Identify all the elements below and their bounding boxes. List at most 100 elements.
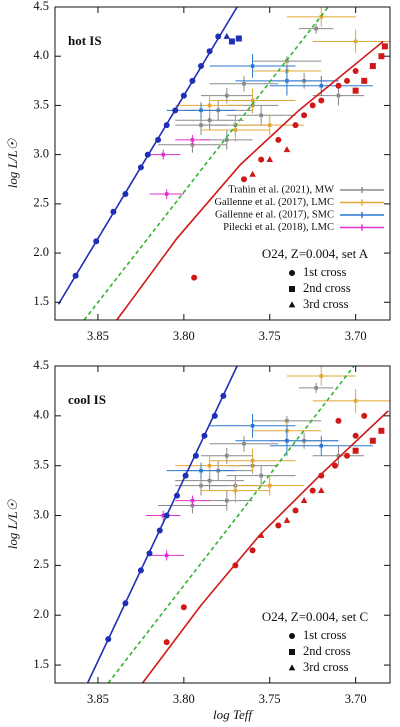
observation — [336, 453, 341, 458]
model-point — [223, 32, 231, 39]
model-point — [289, 270, 295, 276]
model-point — [283, 146, 291, 153]
observation — [161, 513, 166, 518]
y-tick-label: 1.5 — [33, 294, 49, 308]
observation — [242, 81, 246, 86]
model-point — [249, 547, 256, 554]
model-point — [361, 412, 368, 419]
model-point — [352, 447, 359, 454]
x-tick-label: 3.70 — [345, 692, 367, 706]
model-line — [86, 366, 238, 683]
legend-label: 1st cross — [303, 265, 347, 279]
model-point — [335, 82, 342, 89]
observation — [190, 142, 195, 147]
model-label: O24, Z=0.004, set C — [262, 609, 368, 624]
model-point — [249, 170, 256, 177]
observation — [190, 138, 195, 142]
model-point — [258, 156, 265, 163]
model-point — [292, 507, 299, 514]
plot-frame — [54, 365, 391, 684]
model-point — [180, 604, 187, 611]
observation — [259, 113, 263, 118]
model-line — [107, 366, 355, 683]
model-point — [318, 97, 325, 104]
observation — [285, 419, 289, 423]
model-point — [309, 102, 316, 109]
observation — [207, 478, 212, 483]
legend-label: 3rd cross — [303, 660, 349, 674]
observation — [199, 108, 203, 113]
model-point — [301, 112, 308, 119]
legend-label: Gallenne et al. (2017), LMC — [214, 197, 334, 208]
x-axis-label: log Teff — [213, 707, 254, 722]
model-point — [309, 487, 316, 494]
observation — [250, 64, 255, 68]
observation — [224, 453, 229, 458]
model-point — [352, 67, 359, 74]
observation — [224, 93, 229, 98]
observation — [207, 463, 212, 468]
observation — [250, 424, 255, 428]
model-point — [292, 122, 299, 129]
y-axis-label: log L/L☉ — [5, 137, 20, 188]
observation — [314, 26, 318, 31]
model-point — [288, 664, 296, 671]
observation — [207, 103, 212, 108]
y-tick-label: 4.0 — [33, 48, 49, 62]
panel-label: hot IS — [68, 33, 102, 48]
y-tick-label: 3.5 — [33, 97, 49, 111]
y-tick-label: 1.5 — [33, 657, 49, 671]
observation — [242, 441, 246, 446]
model-point — [191, 274, 198, 281]
observation — [224, 498, 229, 503]
observation — [353, 399, 358, 403]
model-point — [288, 301, 296, 308]
y-tick-label: 4.0 — [33, 408, 49, 422]
observation — [336, 93, 341, 98]
x-tick-label: 3.80 — [173, 692, 195, 706]
model-point — [317, 487, 325, 494]
y-tick-label: 4.5 — [33, 0, 49, 13]
y-tick-label: 3.0 — [33, 147, 49, 161]
observation — [233, 128, 238, 132]
model-point — [378, 53, 385, 60]
observation — [250, 458, 255, 463]
y-tick-label: 2.5 — [33, 557, 49, 571]
model-label: O24, Z=0.004, set A — [262, 246, 369, 261]
observation — [164, 553, 169, 558]
model-point — [300, 496, 308, 503]
y-tick-label: 2.0 — [33, 245, 49, 259]
model-point — [266, 155, 274, 162]
observation — [285, 79, 289, 83]
observation — [207, 118, 212, 122]
model-point — [275, 522, 282, 529]
model-point — [283, 516, 291, 523]
observation — [319, 15, 324, 19]
model-point — [332, 462, 339, 469]
observation — [353, 39, 358, 44]
observation — [259, 473, 263, 478]
legend-label: 2nd cross — [303, 281, 351, 295]
model-point — [289, 633, 295, 639]
plot-area — [57, 7, 390, 320]
y-tick-label: 3.5 — [33, 458, 49, 472]
observation — [199, 123, 203, 127]
observation — [267, 123, 272, 127]
y-tick-label: 2.5 — [33, 196, 49, 210]
x-tick-label: 3.85 — [87, 329, 109, 343]
model-point — [335, 417, 342, 424]
model-line — [57, 7, 238, 305]
observation — [233, 488, 238, 493]
model-point — [381, 43, 388, 50]
model-point — [378, 427, 385, 434]
observation — [314, 386, 318, 390]
legend-label: Gallenne et al. (2017), SMC — [215, 209, 334, 220]
model-line — [83, 7, 329, 320]
observation — [161, 152, 166, 157]
model-point — [163, 639, 170, 646]
model-point — [369, 437, 376, 444]
observation — [190, 498, 195, 503]
x-tick-label: 3.85 — [87, 692, 109, 706]
model-line — [116, 40, 384, 320]
